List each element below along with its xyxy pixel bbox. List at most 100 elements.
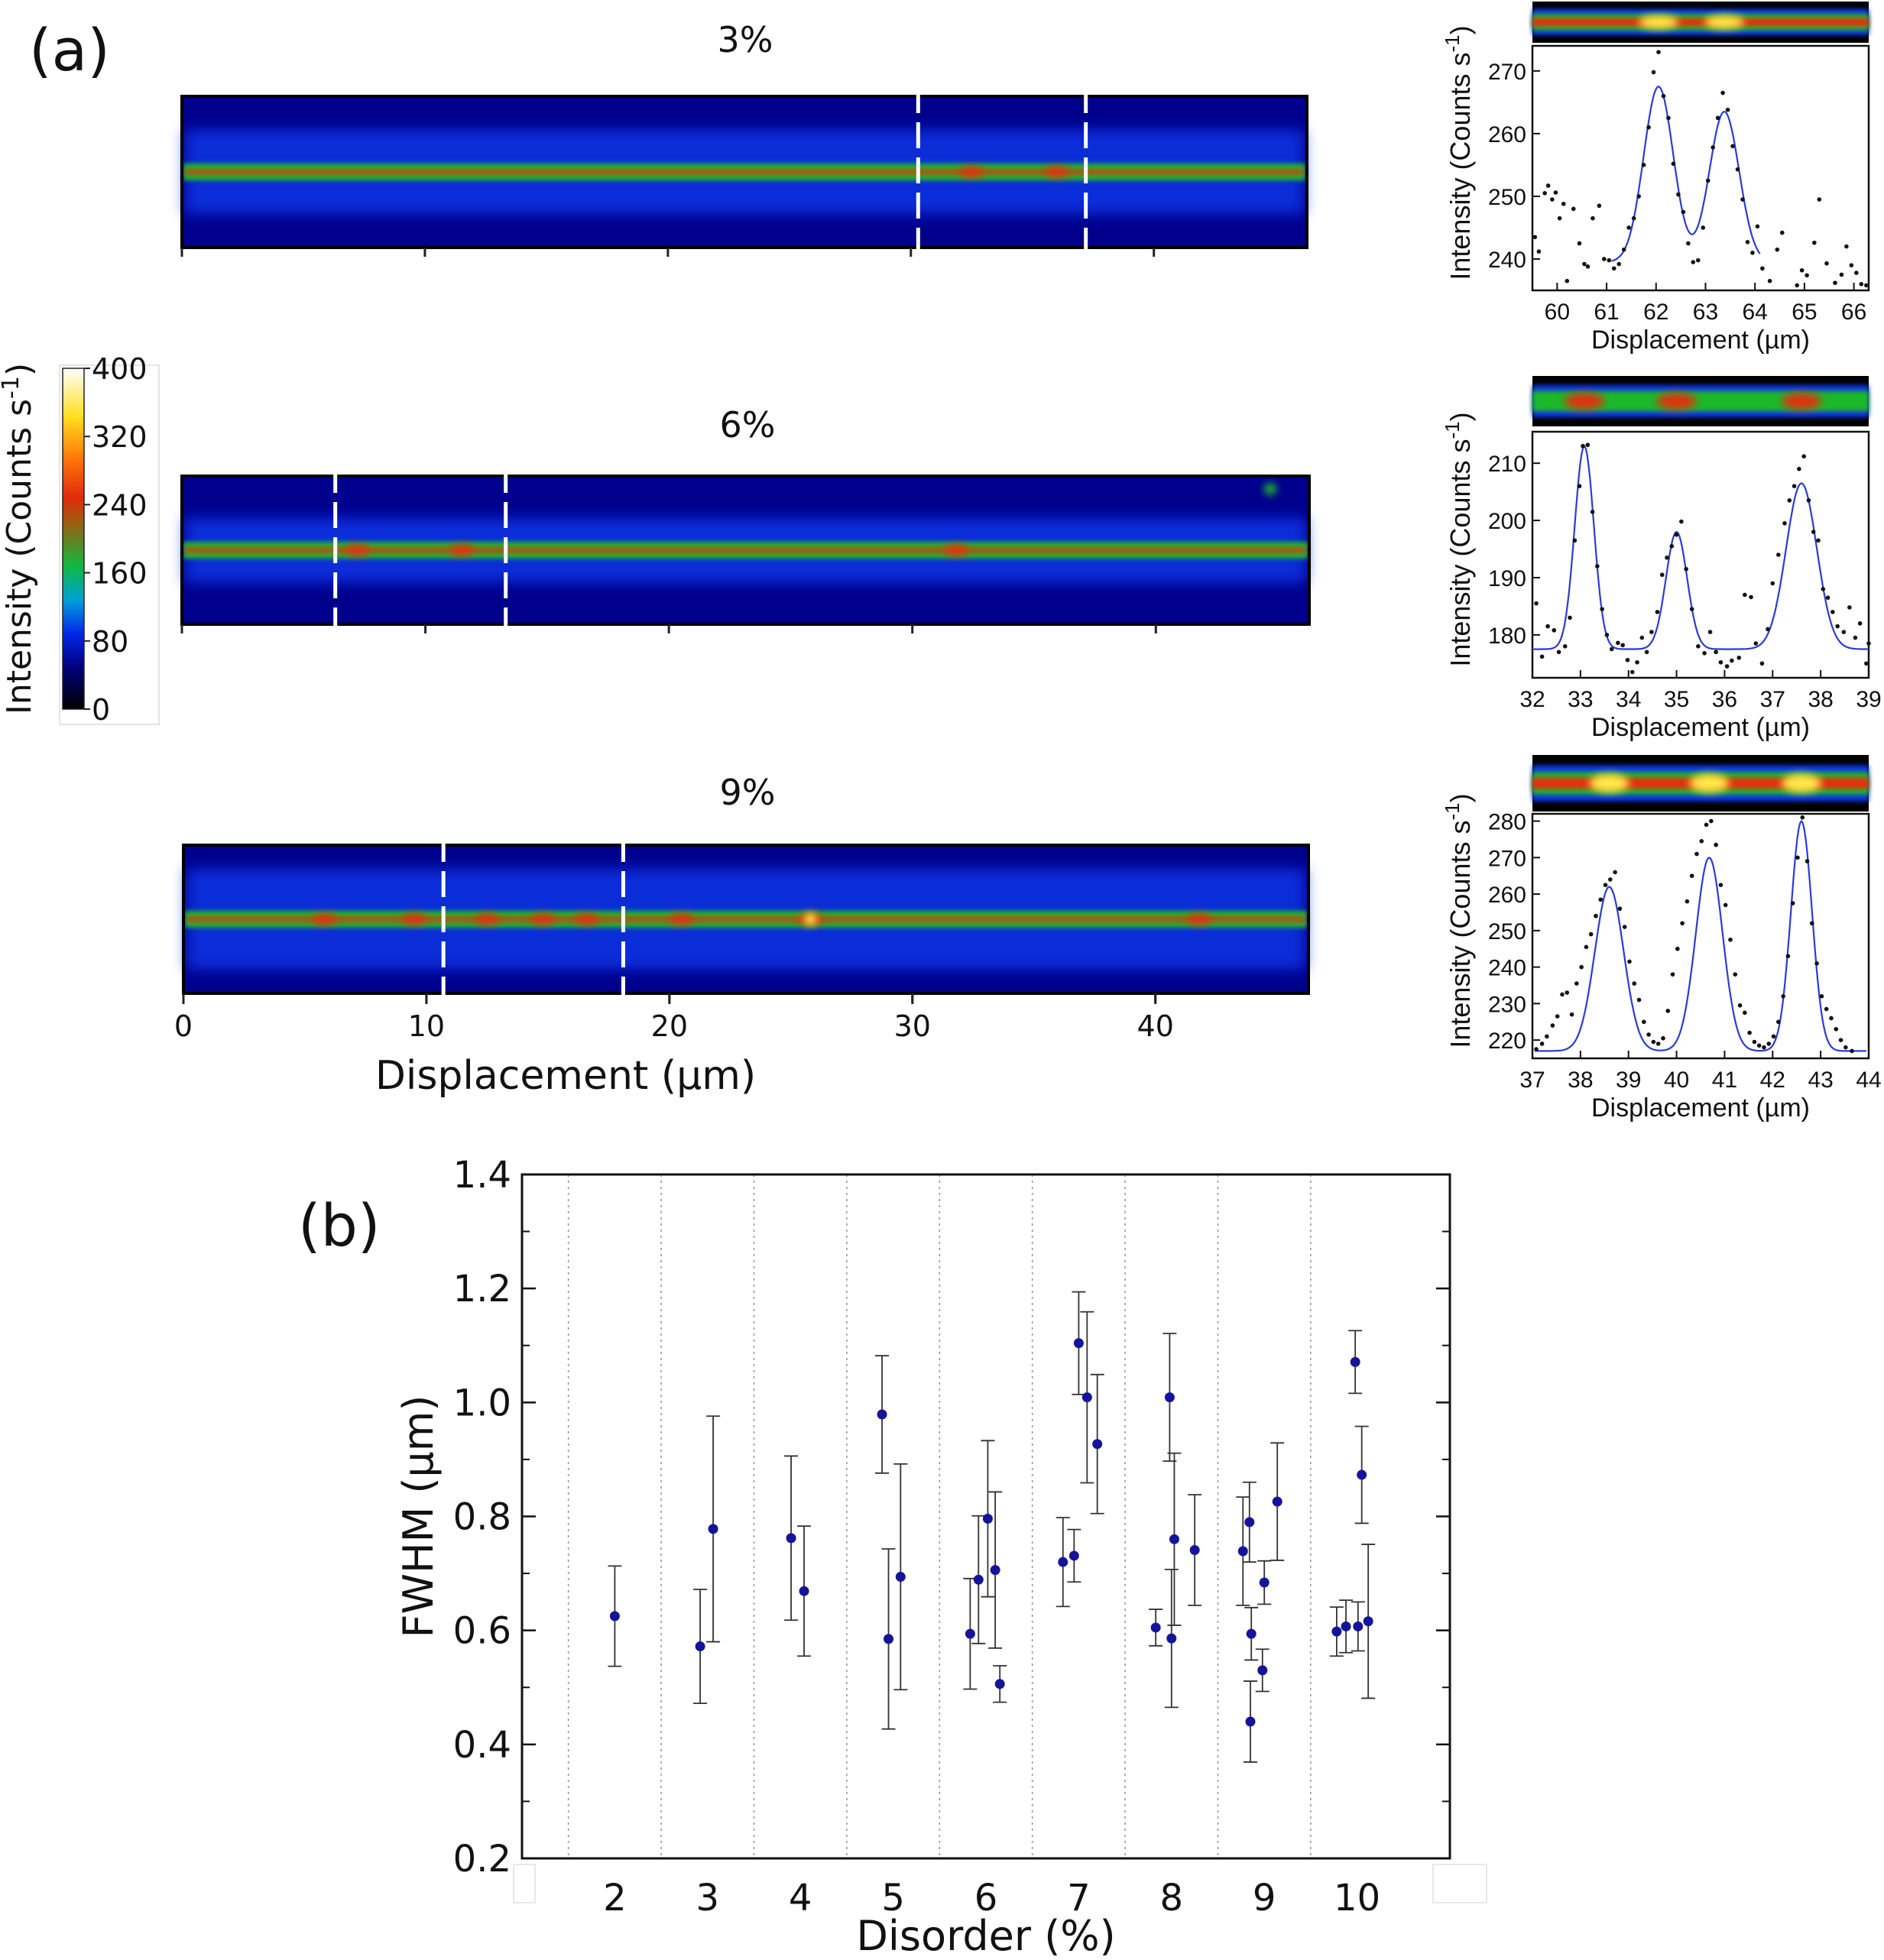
mini-strip-hotspot xyxy=(1704,15,1745,29)
fwhm-data-point xyxy=(877,1409,887,1420)
profile-data-point xyxy=(1603,883,1608,887)
profile-x-tick-label: 65 xyxy=(1792,300,1817,325)
strip-hotspot xyxy=(312,914,337,925)
profile-fit-line xyxy=(1532,444,1869,650)
profile-data-point xyxy=(1805,859,1810,863)
profile-data-point xyxy=(1699,839,1704,844)
profile-data-point xyxy=(1686,241,1691,246)
profile-chart-9pct: 37 38 39 40 41 42 43 44 220 230 240 250 260 270 280 Dis… xyxy=(1441,755,1882,1123)
profile-data-point xyxy=(1689,607,1694,611)
profile-data-point xyxy=(1707,630,1713,634)
strip-blob xyxy=(1264,483,1277,495)
strip-hotspot xyxy=(944,545,969,556)
strip-hotspot xyxy=(669,914,694,925)
profile-frame xyxy=(1531,430,1870,679)
colorbar: 0 80 160 240 320 400 Intensity (Counts s-1) xyxy=(0,352,160,727)
profile-data-point xyxy=(1565,990,1570,995)
profile-data-point xyxy=(1666,115,1671,121)
profile-data-point xyxy=(1859,281,1864,287)
colorbar-tick-label: 320 xyxy=(92,420,148,454)
profile-y-tick-label: 240 xyxy=(1488,956,1526,981)
profile-data-point xyxy=(1806,498,1811,503)
fwhm-data-point xyxy=(1081,1392,1092,1403)
profile-data-point xyxy=(1609,646,1614,652)
profile-data-point xyxy=(1782,521,1787,526)
colorbar-label: Intensity (Counts s-1) xyxy=(0,363,39,714)
profile-data-point xyxy=(1656,50,1661,55)
profile-data-point xyxy=(1636,997,1642,1003)
profile-data-point xyxy=(1816,538,1821,543)
profile-data-point xyxy=(1649,630,1654,634)
fwhm-data-point xyxy=(1246,1628,1257,1639)
strip-blob xyxy=(804,913,817,925)
profile-data-point xyxy=(1825,595,1830,600)
strip-frame xyxy=(180,95,1308,249)
profile-chart-6pct: 32 33 34 35 36 37 38 39 180 190 200 210 Displacement… xyxy=(1441,376,1882,742)
profile-data-point xyxy=(1853,635,1858,640)
profile-data-point xyxy=(1674,532,1679,537)
profile-data-point xyxy=(1646,1032,1651,1037)
profile-data-point xyxy=(1536,249,1542,254)
profile-data-point xyxy=(1590,510,1595,514)
profile-x-label: Displacement (µm) xyxy=(1591,326,1810,355)
profile-x-tick-label: 63 xyxy=(1693,300,1718,325)
profile-x-tick-label: 37 xyxy=(1760,687,1785,712)
profile-data-point xyxy=(1641,163,1646,167)
profile-data-point xyxy=(1608,877,1613,882)
strip-hotspot xyxy=(530,914,556,925)
profile-data-point xyxy=(1849,263,1854,267)
mini-strip-hotspot xyxy=(1564,393,1604,410)
panel-label-b: (b) xyxy=(298,1191,381,1259)
profile-data-point xyxy=(1670,972,1675,977)
fwhm-data-point xyxy=(965,1628,975,1639)
fwhm-data-point xyxy=(695,1641,705,1652)
profile-data-point xyxy=(1545,183,1551,188)
profile-data-point xyxy=(1841,630,1847,634)
profile-y-label-close: ) xyxy=(1445,412,1476,421)
profile-data-point xyxy=(1681,209,1686,215)
profile-data-point xyxy=(1695,258,1701,263)
fwhm-y-tick-label: 1.2 xyxy=(453,1268,511,1310)
profile-data-point xyxy=(1676,192,1681,197)
profile-x-tick-label: 40 xyxy=(1664,1067,1689,1093)
profile-data-point xyxy=(1824,1006,1829,1012)
fwhm-chart: 0.2 0.4 0.6 0.8 1.0 1.2 1.4 2 3 4 5 6 7 8 9 10 Disorder … xyxy=(394,1154,1487,1960)
colorbar-gradient xyxy=(62,368,85,710)
profile-x-tick-label: 33 xyxy=(1568,687,1593,712)
profile-data-point xyxy=(1711,145,1715,150)
profile-data-point xyxy=(1866,641,1871,646)
profile-y-label-close: ) xyxy=(1445,793,1476,802)
fwhm-corner-box xyxy=(1432,1864,1487,1903)
profile-data-point xyxy=(1704,822,1709,828)
profile-data-point xyxy=(1627,959,1632,964)
profile-data-point xyxy=(1759,661,1765,666)
profile-y-tick-label: 220 xyxy=(1488,1029,1526,1054)
profile-data-point xyxy=(1725,107,1730,112)
profile-strip-image xyxy=(1532,376,1869,426)
profile-y-tick-label: 240 xyxy=(1488,248,1526,273)
strip-6: 6% xyxy=(180,404,1311,633)
profile-data-point xyxy=(1669,543,1675,549)
profile-data-point xyxy=(1770,581,1775,586)
profile-data-point xyxy=(1720,90,1725,96)
profile-data-point xyxy=(1574,981,1579,986)
profile-y-tick-label: 200 xyxy=(1488,509,1526,534)
profile-x-label: Displacement (µm) xyxy=(1591,713,1810,742)
profile-data-point xyxy=(1642,1019,1646,1025)
strip-title: 3% xyxy=(718,19,773,60)
profile-data-point xyxy=(1740,197,1745,202)
profile-data-point xyxy=(1550,1023,1555,1028)
profile-data-point xyxy=(1598,897,1604,902)
profile-data-point xyxy=(1639,635,1645,640)
profile-x-tick-label: 44 xyxy=(1856,1067,1881,1093)
profile-data-point xyxy=(1585,442,1591,448)
fwhm-y-tick-label: 0.6 xyxy=(453,1610,511,1653)
profile-data-point xyxy=(1864,661,1869,666)
profile-frame xyxy=(1531,44,1870,292)
profile-data-point xyxy=(1655,610,1660,614)
fwhm-y-label: FWHM (µm) xyxy=(394,1395,443,1638)
profile-data-point xyxy=(1594,913,1598,918)
profile-data-point xyxy=(1625,657,1630,663)
strip-frame xyxy=(180,475,1311,626)
profile-data-point xyxy=(1659,572,1665,578)
